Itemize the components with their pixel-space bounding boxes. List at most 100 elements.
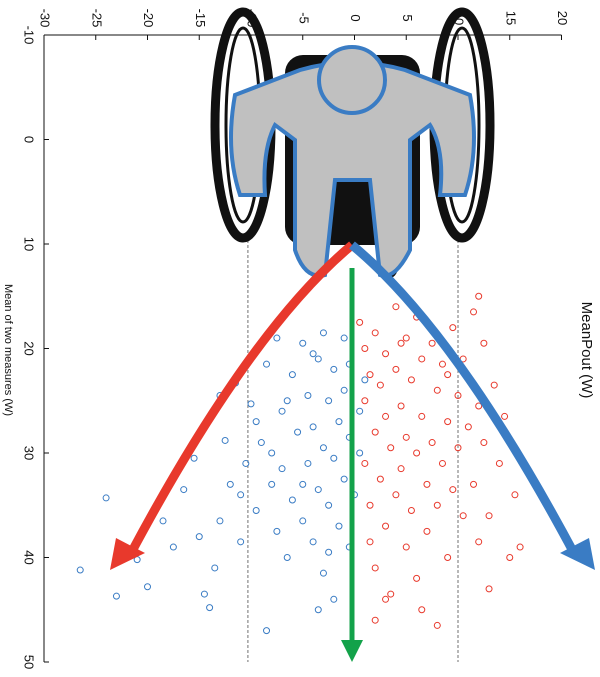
point (438, 459, 446, 467)
point (314, 355, 322, 363)
y-axis-title: Mean of two measures (W) (2, 284, 14, 416)
point (361, 397, 369, 405)
point (335, 522, 343, 530)
point (402, 433, 410, 441)
point (433, 621, 441, 629)
x-tick-label: -5 (296, 12, 311, 24)
point (418, 355, 426, 363)
x-tick-label: 20 (555, 11, 570, 25)
point (325, 501, 333, 509)
point (376, 381, 384, 389)
point (397, 465, 405, 473)
wheelchair-illustration (210, 7, 495, 278)
point (356, 318, 364, 326)
x-tick-label: 15 (503, 11, 518, 25)
point (454, 392, 462, 400)
y-tick-label: 0 (22, 136, 37, 143)
point (242, 459, 250, 467)
point (144, 583, 151, 591)
point (112, 592, 120, 600)
point (304, 392, 312, 400)
point (325, 397, 333, 405)
point (288, 496, 296, 504)
x-tick-label: -30 (38, 9, 53, 28)
y-tick-label: 10 (22, 237, 37, 251)
green-arrowhead (341, 640, 363, 662)
point (283, 554, 291, 561)
blue-arrow (349, 241, 579, 558)
point (304, 459, 312, 467)
point (485, 512, 493, 520)
point (501, 412, 509, 420)
point (413, 449, 421, 457)
point (407, 376, 415, 384)
point (288, 371, 296, 379)
point (475, 292, 483, 300)
point (356, 449, 364, 457)
point (387, 444, 395, 452)
point (371, 428, 379, 436)
point (376, 475, 384, 483)
y-tick-label: 50 (22, 655, 37, 669)
point (278, 465, 286, 473)
point (371, 564, 379, 572)
point (382, 522, 390, 530)
point (366, 501, 374, 509)
point (433, 386, 441, 394)
point (330, 365, 338, 373)
point (428, 339, 436, 347)
point (475, 402, 483, 410)
point (226, 480, 234, 488)
point (418, 412, 426, 420)
point (397, 339, 405, 347)
point (366, 538, 374, 546)
head (317, 45, 387, 115)
point (340, 475, 348, 483)
point (314, 486, 322, 494)
y-tick-label: -10 (22, 26, 37, 45)
y-tick-label: 40 (22, 550, 37, 564)
x-tick-label: -25 (89, 9, 104, 28)
point (423, 527, 431, 535)
person (229, 60, 476, 278)
point (413, 574, 421, 582)
point (263, 360, 271, 368)
x-tick-label: -20 (141, 9, 156, 28)
point (480, 339, 488, 347)
point (516, 543, 524, 551)
point (371, 329, 379, 337)
point (387, 590, 395, 598)
point (485, 585, 493, 593)
point (102, 494, 110, 502)
point (511, 491, 519, 499)
red-arrowhead (110, 538, 145, 570)
point (190, 454, 198, 462)
point (283, 397, 291, 405)
point (361, 459, 369, 467)
point (319, 329, 327, 337)
point (299, 339, 307, 347)
point (221, 436, 229, 444)
point (325, 548, 333, 556)
point (464, 423, 472, 431)
y-tick-label: 30 (22, 446, 37, 460)
point (459, 512, 467, 520)
point (206, 604, 214, 612)
point (444, 371, 452, 379)
point (392, 303, 400, 311)
point (211, 564, 219, 572)
point (252, 418, 260, 426)
point (257, 439, 265, 447)
point (309, 538, 317, 546)
y-tick-label: 20 (22, 341, 37, 355)
point (237, 491, 245, 499)
point (361, 345, 369, 352)
blue-arrowhead (560, 538, 595, 570)
point (428, 439, 436, 447)
point (319, 569, 327, 577)
point (480, 439, 488, 447)
point (444, 418, 452, 426)
point (356, 407, 364, 415)
x-tick-label: -15 (193, 9, 208, 28)
point (200, 590, 208, 598)
